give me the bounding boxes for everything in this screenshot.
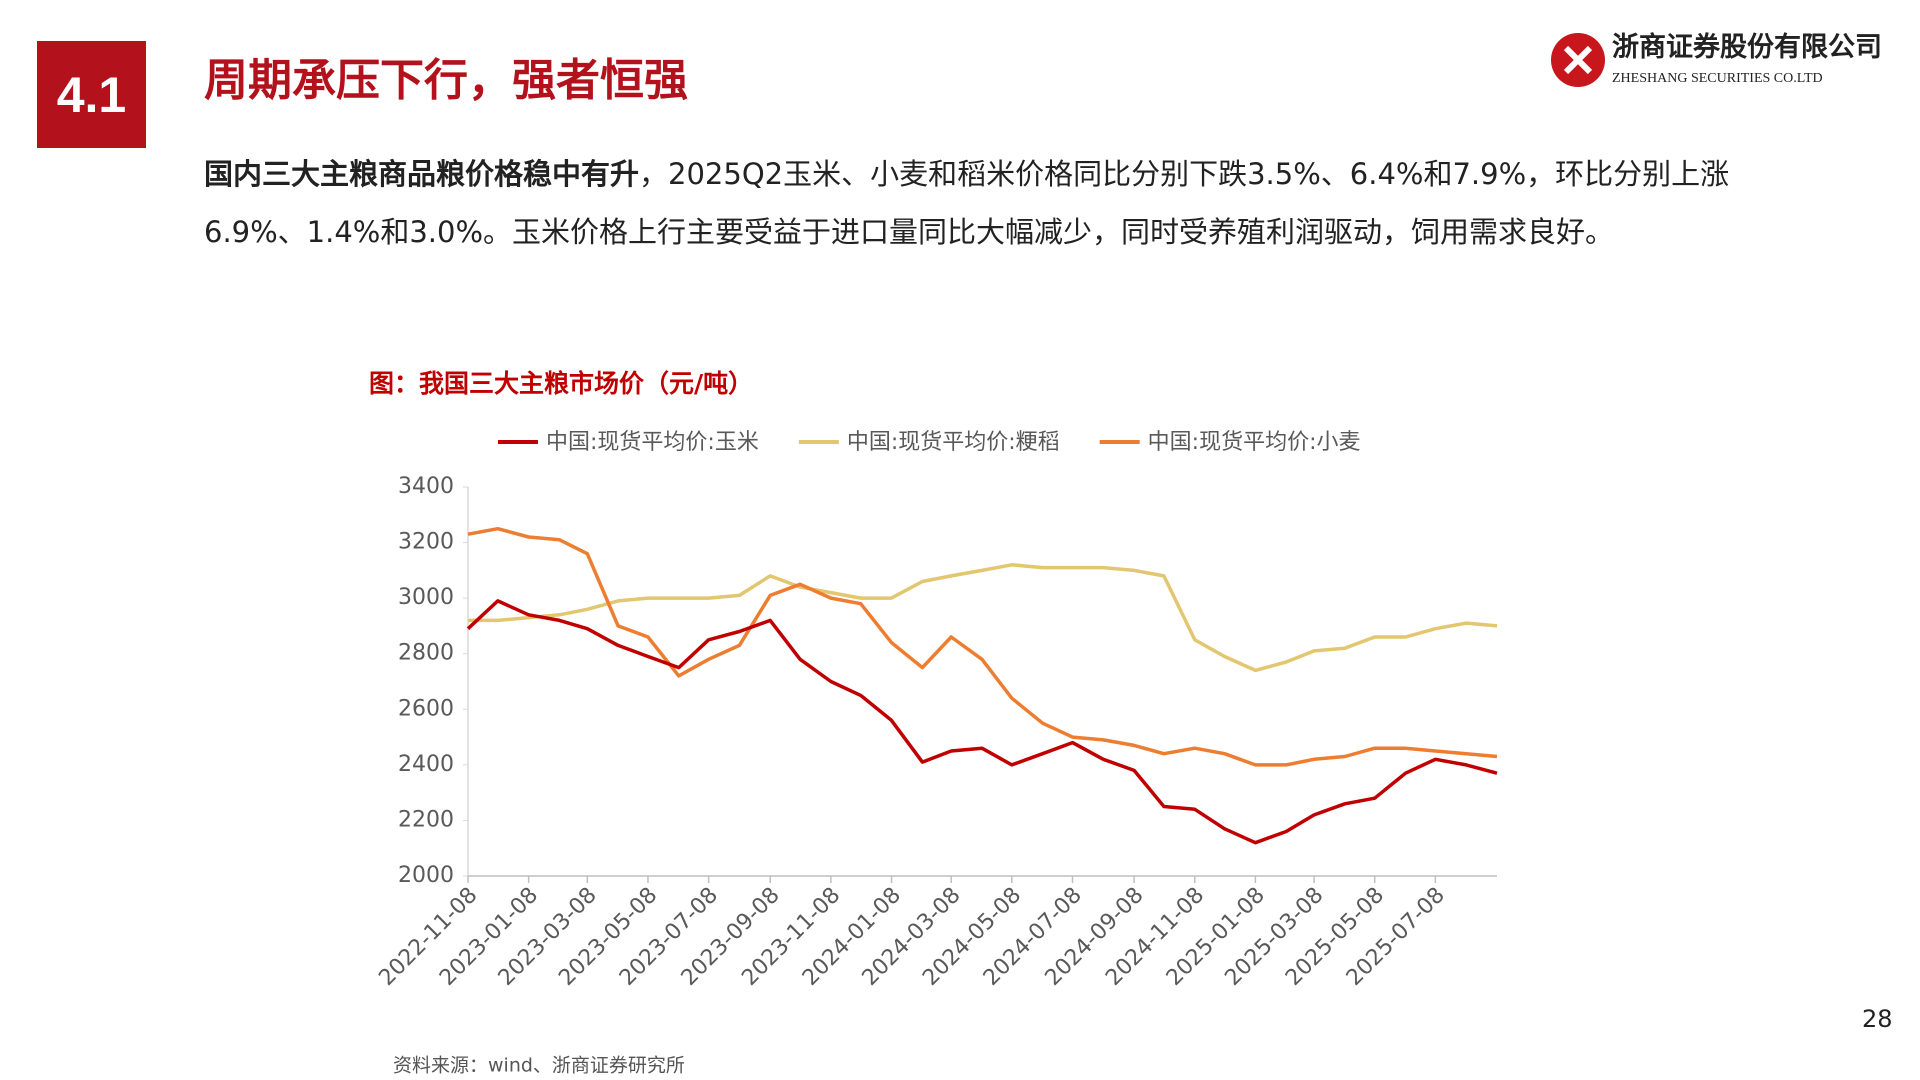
y-tick-label: 3200 [398, 530, 454, 555]
y-tick-label: 3400 [398, 474, 454, 499]
legend-label: 中国:现货平均价:玉米 [546, 430, 759, 455]
source-note: 资料来源：wind、浙商证券研究所 [393, 1055, 685, 1077]
y-tick-label: 2800 [398, 641, 454, 666]
chart: 图：我国三大主粮市场价（元/吨） 资料来源：wind、浙商证券研究所 2000 2… [369, 369, 1498, 1077]
legend-label: 中国:现货平均价:粳稻 [847, 430, 1060, 455]
paragraph-text: ，2025Q2玉米、小麦和稻米价格同比分别下跌3.5%、6.4%和7.9%，环比… [204, 157, 1730, 249]
section-number: 4.1 [37, 41, 146, 148]
y-tick-label: 2200 [398, 807, 454, 832]
y-tick-label: 2600 [398, 696, 454, 721]
logo-english: ZHESHANG SECURITIES CO.LTD [1612, 71, 1823, 86]
legend-label: 中国:现货平均价:小麦 [1148, 430, 1361, 455]
logo-icon-mark [1563, 45, 1593, 75]
logo-name: 浙商证券股份有限公司 [1612, 31, 1882, 63]
series-line [467, 526, 1498, 767]
y-tick-label: 2000 [398, 863, 454, 888]
paragraph: 国内三大主粮商品粮价格稳中有升，2025Q2玉米、小麦和稻米价格同比分别下跌3.… [204, 145, 1784, 261]
page-number: 28 [1862, 1005, 1893, 1033]
chart-title: 图：我国三大主粮市场价（元/吨） [369, 369, 753, 398]
y-tick-label: 3000 [398, 585, 454, 610]
series-line [466, 599, 1498, 845]
logo: 浙商证券股份有限公司 ZHESHANG SECURITIES CO.LTD [1551, 31, 1882, 87]
header-title: 周期承压下行，强者恒强 [204, 55, 688, 106]
series-line [468, 563, 1498, 673]
paragraph-bold: 国内三大主粮商品粮价格稳中有升 [204, 157, 640, 191]
y-tick-label: 2400 [398, 752, 454, 777]
